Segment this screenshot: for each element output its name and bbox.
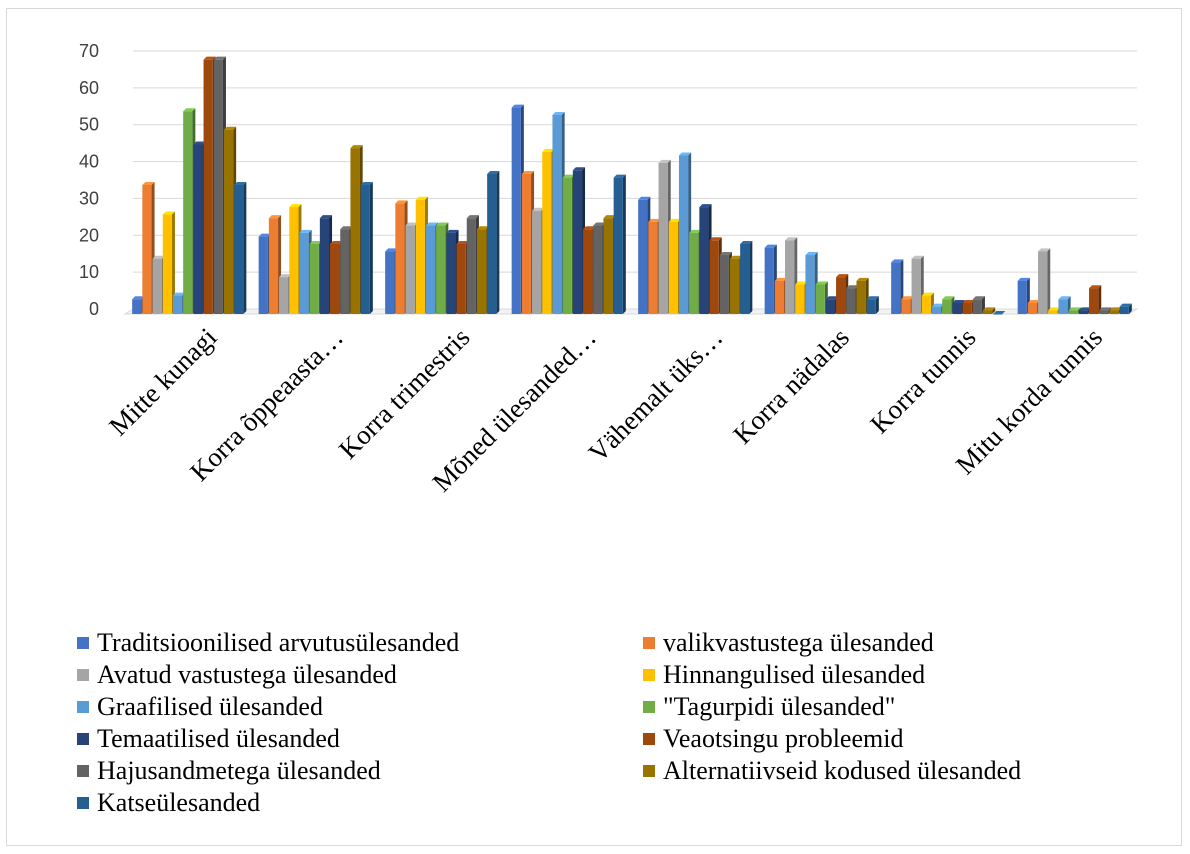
legend-label: Alternatiivseid kodused ülesanded	[663, 756, 1022, 785]
bar	[866, 296, 879, 314]
y-tick-label: 0	[89, 299, 99, 319]
legend-item: "Tagurpidi ülesanded"	[643, 691, 895, 723]
x-tick-label: Korra nädalas	[727, 322, 855, 450]
bar-group	[511, 104, 626, 314]
y-tick-label: 70	[79, 41, 99, 61]
bar	[993, 311, 1006, 315]
bar	[360, 182, 373, 314]
legend-swatch	[77, 797, 89, 809]
legend-item: Graafilised ülesanded	[77, 691, 323, 723]
chart-floor	[123, 308, 1139, 315]
bar	[1089, 285, 1102, 314]
legend-swatch	[643, 701, 655, 713]
bar	[1119, 303, 1132, 314]
legend-swatch	[77, 733, 89, 745]
legend-item: Alternatiivseid kodused ülesanded	[643, 755, 1021, 787]
legend-item: Veaotsingu probleemid	[643, 723, 903, 755]
y-tick-label: 40	[79, 152, 99, 172]
bar-group	[891, 255, 1006, 315]
x-tick-label: Korra tunnis	[864, 322, 981, 439]
y-tick-label: 10	[79, 262, 99, 282]
legend-item: valikvastustega ülesanded	[643, 627, 934, 659]
legend-swatch	[643, 765, 655, 777]
y-tick-label: 30	[79, 188, 99, 208]
gridlines	[133, 50, 1137, 310]
legend-swatch	[643, 669, 655, 681]
legend-swatch	[77, 765, 89, 777]
legend-label: Hajusandmetega ülesanded	[97, 756, 381, 785]
bar	[1038, 248, 1051, 314]
x-tick-label: Vähemalt üks…	[583, 322, 729, 468]
legend-label: Katseülesanded	[97, 788, 261, 817]
legend-label: Veaotsingu probleemid	[663, 724, 904, 753]
legend-item: Hajusandmetega ülesanded	[77, 755, 381, 787]
y-tick-label: 50	[79, 115, 99, 135]
bar	[982, 307, 996, 314]
legend-swatch	[643, 733, 655, 745]
legend-label: Avatud vastustega ülesanded	[97, 660, 397, 689]
legend-label: Hinnangulised ülesanded	[663, 660, 926, 689]
y-tick-label: 60	[79, 78, 99, 98]
bar	[162, 211, 175, 314]
y-tick-label: 20	[79, 225, 99, 245]
bar-group	[132, 56, 247, 315]
legend-swatch	[77, 637, 89, 649]
legend-label: Traditsioonilised arvutusülesanded	[97, 628, 460, 657]
legend-label: "Tagurpidi ülesanded"	[663, 692, 896, 721]
legend-item: Temaatilised ülesanded	[77, 723, 340, 755]
bar-group	[638, 152, 753, 314]
bar-group	[1017, 248, 1132, 314]
bar-group	[385, 170, 500, 314]
legend-label: Temaatilised ülesanded	[97, 724, 340, 753]
legend-label: Graafilised ülesanded	[97, 692, 323, 721]
bar	[972, 296, 985, 314]
bar	[613, 174, 626, 314]
legend-swatch	[643, 637, 655, 649]
legend-swatch	[77, 669, 89, 681]
bar	[740, 240, 753, 314]
legend-item: Avatud vastustega ülesanded	[77, 659, 397, 691]
legend-item: Traditsioonilised arvutusülesanded	[77, 627, 459, 659]
x-tick-label: Korra trimestris	[333, 322, 476, 465]
y-axis-labels: 0 10 20 30 40 50 60 70	[79, 41, 99, 319]
legend-swatch	[77, 701, 89, 713]
bar	[234, 182, 247, 314]
x-tick-label: Mitte kunagi	[103, 322, 222, 441]
bars	[132, 56, 1132, 315]
legend-label: valikvastustega ülesanded	[663, 628, 934, 657]
bar	[487, 170, 500, 314]
bar-group	[258, 145, 373, 314]
bar-group	[764, 237, 879, 314]
chart-floor-plane	[123, 308, 1139, 315]
chart-frame: 0 10 20 30 40 50 60 70 Mitte kunagi Korra õppeaa…	[6, 8, 1182, 846]
legend-item: Katseülesanded	[77, 787, 260, 819]
legend-item: Hinnangulised ülesanded	[643, 659, 925, 691]
